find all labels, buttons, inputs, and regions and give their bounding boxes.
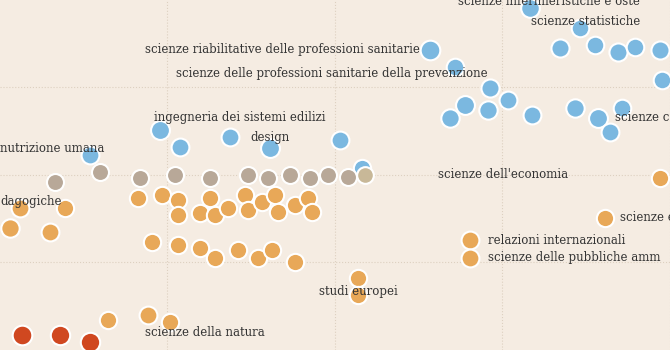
- Point: [243, 172, 253, 178]
- Point: [143, 312, 153, 318]
- Point: [460, 102, 470, 108]
- Point: [147, 239, 157, 245]
- Point: [285, 172, 295, 178]
- Point: [612, 49, 623, 55]
- Point: [5, 225, 15, 231]
- Point: [45, 229, 56, 235]
- Text: design: design: [251, 131, 289, 144]
- Point: [303, 195, 314, 201]
- Point: [323, 172, 334, 178]
- Point: [502, 97, 513, 103]
- Point: [600, 215, 610, 221]
- Point: [253, 255, 263, 261]
- Point: [616, 105, 627, 111]
- Point: [289, 202, 300, 208]
- Point: [155, 127, 165, 133]
- Point: [360, 172, 371, 178]
- Point: [135, 175, 145, 181]
- Point: [450, 64, 460, 70]
- Point: [356, 165, 367, 171]
- Point: [307, 209, 318, 215]
- Point: [173, 212, 184, 218]
- Point: [50, 179, 60, 185]
- Point: [210, 255, 220, 261]
- Point: [210, 212, 220, 218]
- Text: scienze della natura: scienze della natura: [145, 326, 265, 338]
- Point: [555, 45, 565, 51]
- Point: [482, 107, 493, 113]
- Point: [630, 44, 641, 50]
- Point: [17, 332, 27, 338]
- Point: [575, 25, 586, 31]
- Text: dagogiche: dagogiche: [0, 196, 62, 209]
- Point: [243, 207, 253, 213]
- Point: [222, 205, 233, 211]
- Point: [232, 247, 243, 253]
- Text: scienze infermieristiche e oste: scienze infermieristiche e oste: [458, 0, 640, 8]
- Text: scienze delle pubbliche amm: scienze delle pubbliche amm: [488, 252, 661, 265]
- Point: [240, 192, 251, 198]
- Point: [525, 5, 535, 11]
- Point: [334, 137, 345, 143]
- Point: [204, 195, 215, 201]
- Point: [55, 332, 66, 338]
- Text: scienze statistiche: scienze statistiche: [531, 15, 640, 28]
- Point: [464, 237, 475, 243]
- Point: [15, 205, 25, 211]
- Text: scienze delle professioni sanitarie della prevenzione: scienze delle professioni sanitarie dell…: [176, 68, 488, 80]
- Text: studi europei: studi europei: [319, 286, 397, 299]
- Point: [173, 242, 184, 248]
- Point: [165, 319, 176, 325]
- Text: nutrizione umana: nutrizione umana: [0, 141, 105, 154]
- Point: [305, 175, 316, 181]
- Point: [265, 145, 275, 151]
- Point: [257, 199, 267, 205]
- Point: [269, 192, 280, 198]
- Point: [103, 317, 113, 323]
- Point: [445, 115, 456, 121]
- Point: [342, 174, 353, 180]
- Point: [267, 247, 277, 253]
- Point: [425, 47, 436, 53]
- Text: scienze riabilitative delle professioni sanitarie: scienze riabilitative delle professioni …: [145, 43, 420, 56]
- Point: [352, 275, 363, 281]
- Point: [195, 245, 206, 251]
- Point: [170, 172, 180, 178]
- Text: scienze dell'economia: scienze dell'economia: [438, 168, 568, 182]
- Text: ingegneria dei sistemi edilizi: ingegneria dei sistemi edilizi: [154, 112, 326, 125]
- Point: [590, 42, 600, 48]
- Point: [604, 129, 615, 135]
- Point: [352, 292, 363, 298]
- Point: [195, 210, 206, 216]
- Text: relazioni internazionali: relazioni internazionali: [488, 233, 625, 246]
- Point: [273, 209, 283, 215]
- Point: [570, 105, 580, 111]
- Point: [60, 205, 70, 211]
- Point: [84, 339, 95, 345]
- Point: [173, 197, 184, 203]
- Point: [84, 152, 95, 158]
- Point: [464, 255, 475, 261]
- Point: [175, 144, 186, 150]
- Text: scienze cognitiv: scienze cognitiv: [615, 112, 670, 125]
- Point: [204, 175, 215, 181]
- Point: [655, 47, 665, 53]
- Point: [655, 175, 665, 181]
- Point: [133, 195, 143, 201]
- Point: [484, 85, 495, 91]
- Point: [527, 112, 537, 118]
- Point: [94, 169, 105, 175]
- Point: [657, 77, 667, 83]
- Point: [263, 175, 273, 181]
- Point: [157, 192, 168, 198]
- Point: [593, 115, 604, 121]
- Point: [289, 259, 300, 265]
- Text: scienze e tecnologie d: scienze e tecnologie d: [620, 211, 670, 224]
- Point: [224, 134, 235, 140]
